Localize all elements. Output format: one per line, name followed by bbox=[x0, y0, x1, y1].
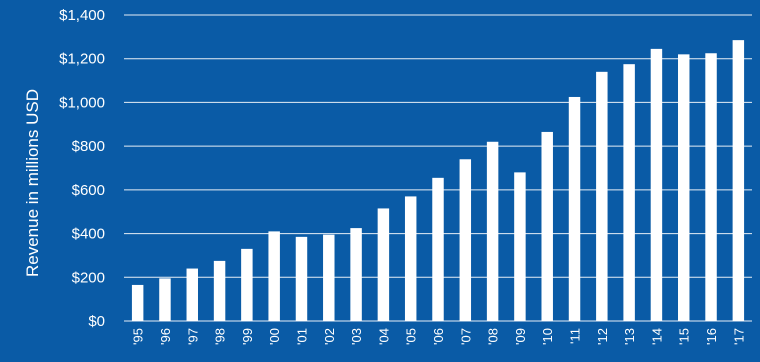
bar bbox=[241, 248, 253, 321]
x-tick-label: '96 bbox=[158, 328, 173, 345]
x-tick-label: '11 bbox=[568, 328, 583, 344]
x-tick-label: '12 bbox=[595, 328, 610, 345]
bar bbox=[486, 141, 499, 321]
x-tick-label: '14 bbox=[649, 328, 664, 345]
bar bbox=[131, 284, 144, 321]
bar bbox=[432, 177, 444, 321]
x-axis-ticks: '95 '96 '97 '98 '99 '00 '01 '02 '03 '04 '05 '06 '07 '… bbox=[131, 328, 747, 345]
bar bbox=[596, 71, 608, 321]
x-tick-label: '00 bbox=[267, 328, 282, 345]
y-tick-label: $600 bbox=[72, 182, 105, 199]
bar bbox=[623, 64, 635, 321]
bar bbox=[159, 278, 171, 321]
bar bbox=[323, 234, 335, 321]
bar bbox=[213, 260, 226, 321]
x-tick-label: '07 bbox=[458, 328, 473, 345]
y-tick-label: $400 bbox=[72, 226, 105, 243]
bar bbox=[404, 196, 417, 321]
x-tick-label: '08 bbox=[486, 328, 501, 345]
y-tick-label: $1,000 bbox=[59, 94, 105, 111]
bar bbox=[268, 231, 280, 321]
y-tick-label: $1,200 bbox=[59, 51, 105, 68]
x-tick-label: '10 bbox=[540, 328, 555, 345]
x-tick-label: '03 bbox=[349, 328, 364, 345]
bar bbox=[377, 208, 390, 321]
bar bbox=[186, 268, 198, 321]
y-tick-label: $1,400 bbox=[59, 7, 105, 24]
x-tick-label: '95 bbox=[131, 328, 146, 345]
x-tick-label: '02 bbox=[322, 328, 337, 345]
y-axis-ticks: $0 $200 $400 $600 $800 $1,000 $1,200 $1,400 bbox=[59, 7, 105, 330]
bar bbox=[514, 172, 526, 321]
bar bbox=[732, 40, 745, 322]
x-tick-label: '17 bbox=[731, 328, 746, 345]
y-tick-label: $800 bbox=[72, 138, 105, 155]
bar bbox=[541, 131, 553, 321]
x-tick-label: '15 bbox=[677, 328, 692, 345]
x-tick-label: '06 bbox=[431, 328, 446, 345]
bar bbox=[568, 96, 581, 321]
y-axis-label: Revenue in millions USD bbox=[23, 89, 42, 277]
bar bbox=[705, 53, 717, 321]
x-tick-label: '05 bbox=[404, 328, 419, 345]
x-tick-label: '16 bbox=[704, 328, 719, 345]
bar bbox=[459, 159, 472, 321]
x-tick-label: '13 bbox=[622, 328, 637, 345]
y-tick-label: $200 bbox=[72, 269, 105, 286]
bar bbox=[350, 228, 362, 321]
bars bbox=[131, 40, 745, 322]
y-tick-label: $0 bbox=[88, 313, 105, 330]
bar bbox=[678, 54, 690, 321]
x-tick-label: '99 bbox=[240, 328, 255, 345]
x-tick-label: '04 bbox=[376, 328, 391, 345]
x-tick-label: '98 bbox=[213, 328, 228, 345]
x-tick-label: '09 bbox=[513, 328, 528, 345]
bar bbox=[295, 236, 308, 321]
x-tick-label: '01 bbox=[294, 328, 309, 345]
x-tick-label: '97 bbox=[185, 328, 200, 345]
bar bbox=[650, 48, 663, 321]
